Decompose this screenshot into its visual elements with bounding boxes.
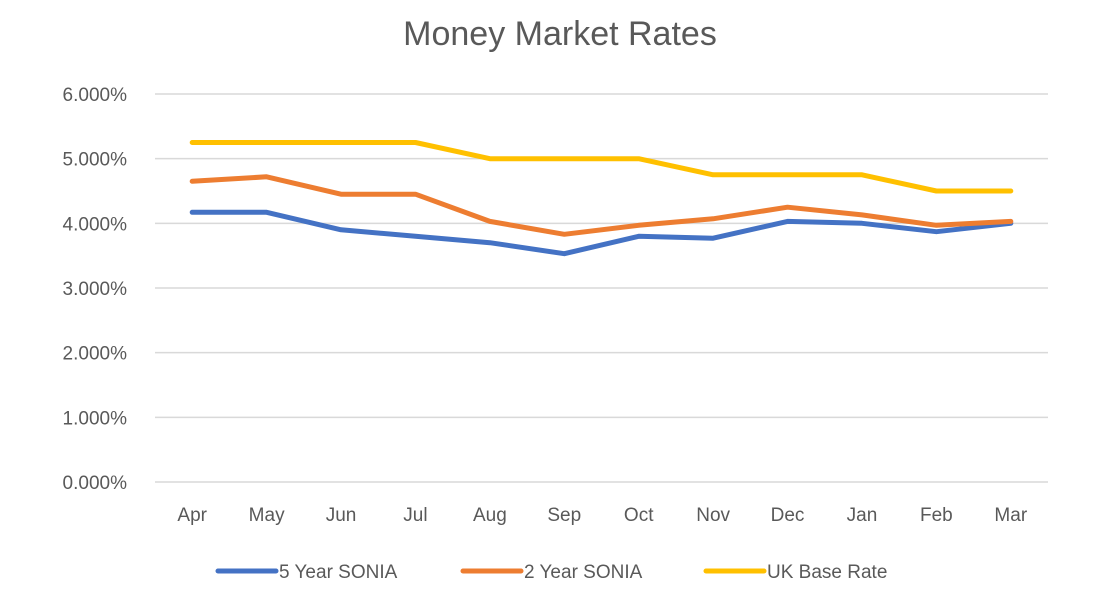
series-lines bbox=[189, 140, 1014, 257]
x-axis-tick-labels: Apr May Jun Jul Aug Sep Oct Nov Dec Jan Feb Mar bbox=[177, 505, 1027, 526]
chart-title: Money Market Rates bbox=[403, 15, 717, 53]
y-axis-tick-labels: 0.000% 1.000% 2.000% 3.000% 4.000% 5.000% 6.00… bbox=[63, 85, 128, 494]
y-tick-label: 4.000% bbox=[63, 214, 128, 235]
x-tick-label: Oct bbox=[624, 505, 654, 526]
legend-label: 2 Year SONIA bbox=[524, 562, 643, 583]
x-tick-label: Feb bbox=[920, 505, 953, 526]
x-tick-label: Sep bbox=[547, 505, 581, 526]
legend-label: 5 Year SONIA bbox=[279, 562, 398, 583]
gridlines bbox=[155, 93, 1048, 483]
y-tick-label: 6.000% bbox=[63, 85, 128, 106]
x-tick-label: Dec bbox=[771, 505, 805, 526]
y-tick-label: 1.000% bbox=[63, 408, 128, 429]
x-tick-label: May bbox=[249, 505, 285, 526]
x-tick-label: Jul bbox=[403, 505, 427, 526]
series-line-uk-base-rate bbox=[189, 140, 1014, 194]
y-tick-label: 3.000% bbox=[63, 279, 128, 300]
x-tick-label: Jan bbox=[847, 505, 878, 526]
y-tick-label: 0.000% bbox=[63, 473, 128, 494]
y-tick-label: 5.000% bbox=[63, 150, 128, 171]
x-tick-label: Mar bbox=[994, 505, 1027, 526]
x-tick-label: Nov bbox=[696, 505, 730, 526]
legend: 5 Year SONIA 2 Year SONIA UK Base Rate bbox=[215, 562, 887, 583]
y-tick-label: 2.000% bbox=[63, 344, 128, 365]
series-line-5-year-sonia bbox=[189, 209, 1014, 257]
x-tick-label: Apr bbox=[177, 505, 207, 526]
series-line-2-year-sonia bbox=[189, 174, 1014, 237]
legend-label: UK Base Rate bbox=[767, 562, 887, 583]
x-tick-label: Aug bbox=[473, 505, 507, 526]
x-tick-label: Jun bbox=[326, 505, 357, 526]
